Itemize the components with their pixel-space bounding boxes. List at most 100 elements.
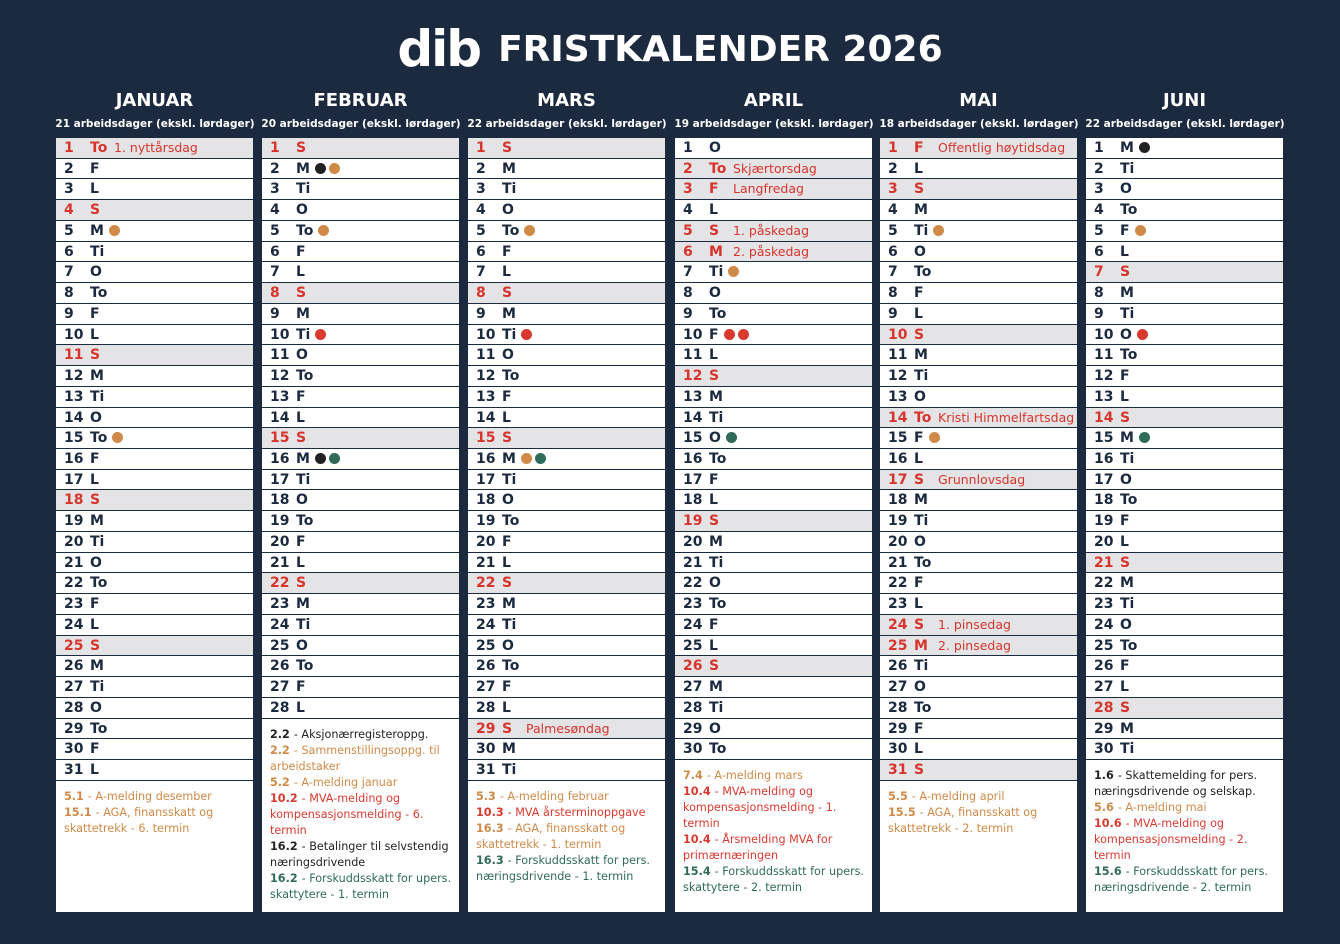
- day-row: 16 F: [56, 449, 253, 470]
- day-number: 30: [64, 741, 84, 758]
- day-row: 22 O: [675, 573, 872, 595]
- deadline-note: 1.6- Skattemelding for pers. næringsdriv…: [1094, 768, 1277, 800]
- day-row: 17 F: [675, 470, 872, 491]
- day-number: 26: [476, 658, 496, 675]
- day-number: 20: [476, 533, 496, 550]
- weekday: F: [914, 430, 924, 447]
- weekday: S: [296, 285, 307, 302]
- day-row: 15 To: [56, 428, 253, 450]
- weekday: M: [90, 513, 104, 530]
- day-number: 2: [683, 160, 693, 177]
- weekday: M: [90, 222, 104, 239]
- day-number: 10: [476, 326, 496, 343]
- deadline-text: - A-melding januar: [293, 775, 398, 789]
- day-row: 25 L: [675, 636, 872, 657]
- day-number: 23: [476, 596, 496, 613]
- day-number: 1: [270, 140, 280, 156]
- weekday: F: [296, 533, 306, 550]
- weekday: O: [90, 699, 102, 716]
- day-number: 31: [64, 762, 84, 779]
- weekday: To: [1120, 202, 1138, 219]
- day-number: 19: [270, 513, 290, 530]
- weekday: To: [296, 368, 314, 385]
- deadline-text: - A-melding desember: [87, 789, 212, 803]
- day-number: 23: [683, 596, 703, 613]
- deadline-notes: 5.1- A-melding desember 15.1- AGA, finans…: [56, 781, 253, 837]
- weekday: F: [90, 305, 100, 322]
- weekday: S: [90, 202, 101, 219]
- weekday: S: [502, 140, 513, 156]
- deadline-dot: [328, 162, 340, 174]
- day-number: 5: [270, 222, 280, 239]
- day-row: 24 S 1. pinsedag: [880, 614, 1077, 636]
- day-number: 9: [683, 305, 693, 322]
- day-number: 9: [270, 305, 280, 322]
- weekday: S: [502, 720, 513, 737]
- weekday: To: [1120, 347, 1138, 364]
- weekday: S: [1120, 699, 1131, 716]
- month-name: MAI: [959, 90, 998, 111]
- day-number: 28: [888, 699, 908, 716]
- day-number: 22: [64, 575, 84, 592]
- day-row: 13 O: [880, 387, 1077, 408]
- day-row: 11 O: [468, 345, 665, 367]
- day-row: 15 M: [1086, 428, 1283, 450]
- weekday: To: [502, 222, 520, 239]
- day-number: 23: [64, 596, 84, 613]
- day-row: 30 M: [468, 739, 665, 761]
- deadline-date: 2.2: [270, 727, 290, 741]
- weekday: F: [502, 533, 512, 550]
- day-row: 18 S: [56, 490, 253, 512]
- day-number: 13: [476, 388, 496, 405]
- weekday: L: [90, 181, 99, 198]
- deadline-dot: [108, 224, 120, 236]
- holiday-name: 1. pinsedag: [938, 616, 1011, 632]
- weekday: O: [90, 264, 102, 281]
- day-number: 23: [270, 596, 290, 613]
- weekday: M: [296, 451, 310, 468]
- deadline-dot: [318, 224, 330, 236]
- holiday-name: Skjærtorsdag: [733, 160, 817, 176]
- day-row: 27 F: [468, 677, 665, 698]
- day-number: 3: [64, 181, 74, 198]
- day-row: 22 To: [56, 573, 253, 595]
- day-number: 12: [683, 368, 703, 385]
- header: dib FRISTKALENDER 2026: [0, 20, 1340, 78]
- weekday: O: [296, 202, 308, 219]
- day-row: 27 F: [262, 677, 459, 698]
- day-number: 8: [476, 285, 486, 302]
- day-number: 29: [64, 720, 84, 737]
- deadline-dot: [315, 328, 327, 340]
- weekday: S: [90, 347, 101, 364]
- day-number: 16: [64, 451, 84, 468]
- day-row: 17 Ti: [262, 470, 459, 491]
- weekday: L: [90, 471, 99, 488]
- day-row: 19 Ti: [880, 511, 1077, 532]
- weekday: To: [296, 222, 314, 239]
- deadline-note: 5.5- A-melding april: [888, 789, 1071, 805]
- deadline-date: 15.6: [1094, 865, 1122, 879]
- weekday: S: [90, 637, 101, 654]
- day-row: 29 To: [56, 719, 253, 740]
- day-row: 5 To: [262, 221, 459, 242]
- day-row: 17 O: [1086, 470, 1283, 491]
- weekday: M: [914, 202, 928, 219]
- deadline-date: 15.4: [683, 865, 711, 879]
- day-row: 20 O: [880, 532, 1077, 553]
- weekday: To: [709, 741, 727, 758]
- weekday: To: [709, 596, 727, 613]
- day-number: 6: [683, 243, 693, 260]
- day-number: 22: [476, 575, 496, 592]
- weekday: Ti: [502, 181, 517, 198]
- day-row: 5 To: [468, 221, 665, 242]
- weekday: M: [709, 533, 723, 550]
- day-number: 12: [1094, 368, 1114, 385]
- weekday: O: [709, 720, 721, 737]
- day-row: 12 Ti: [880, 366, 1077, 387]
